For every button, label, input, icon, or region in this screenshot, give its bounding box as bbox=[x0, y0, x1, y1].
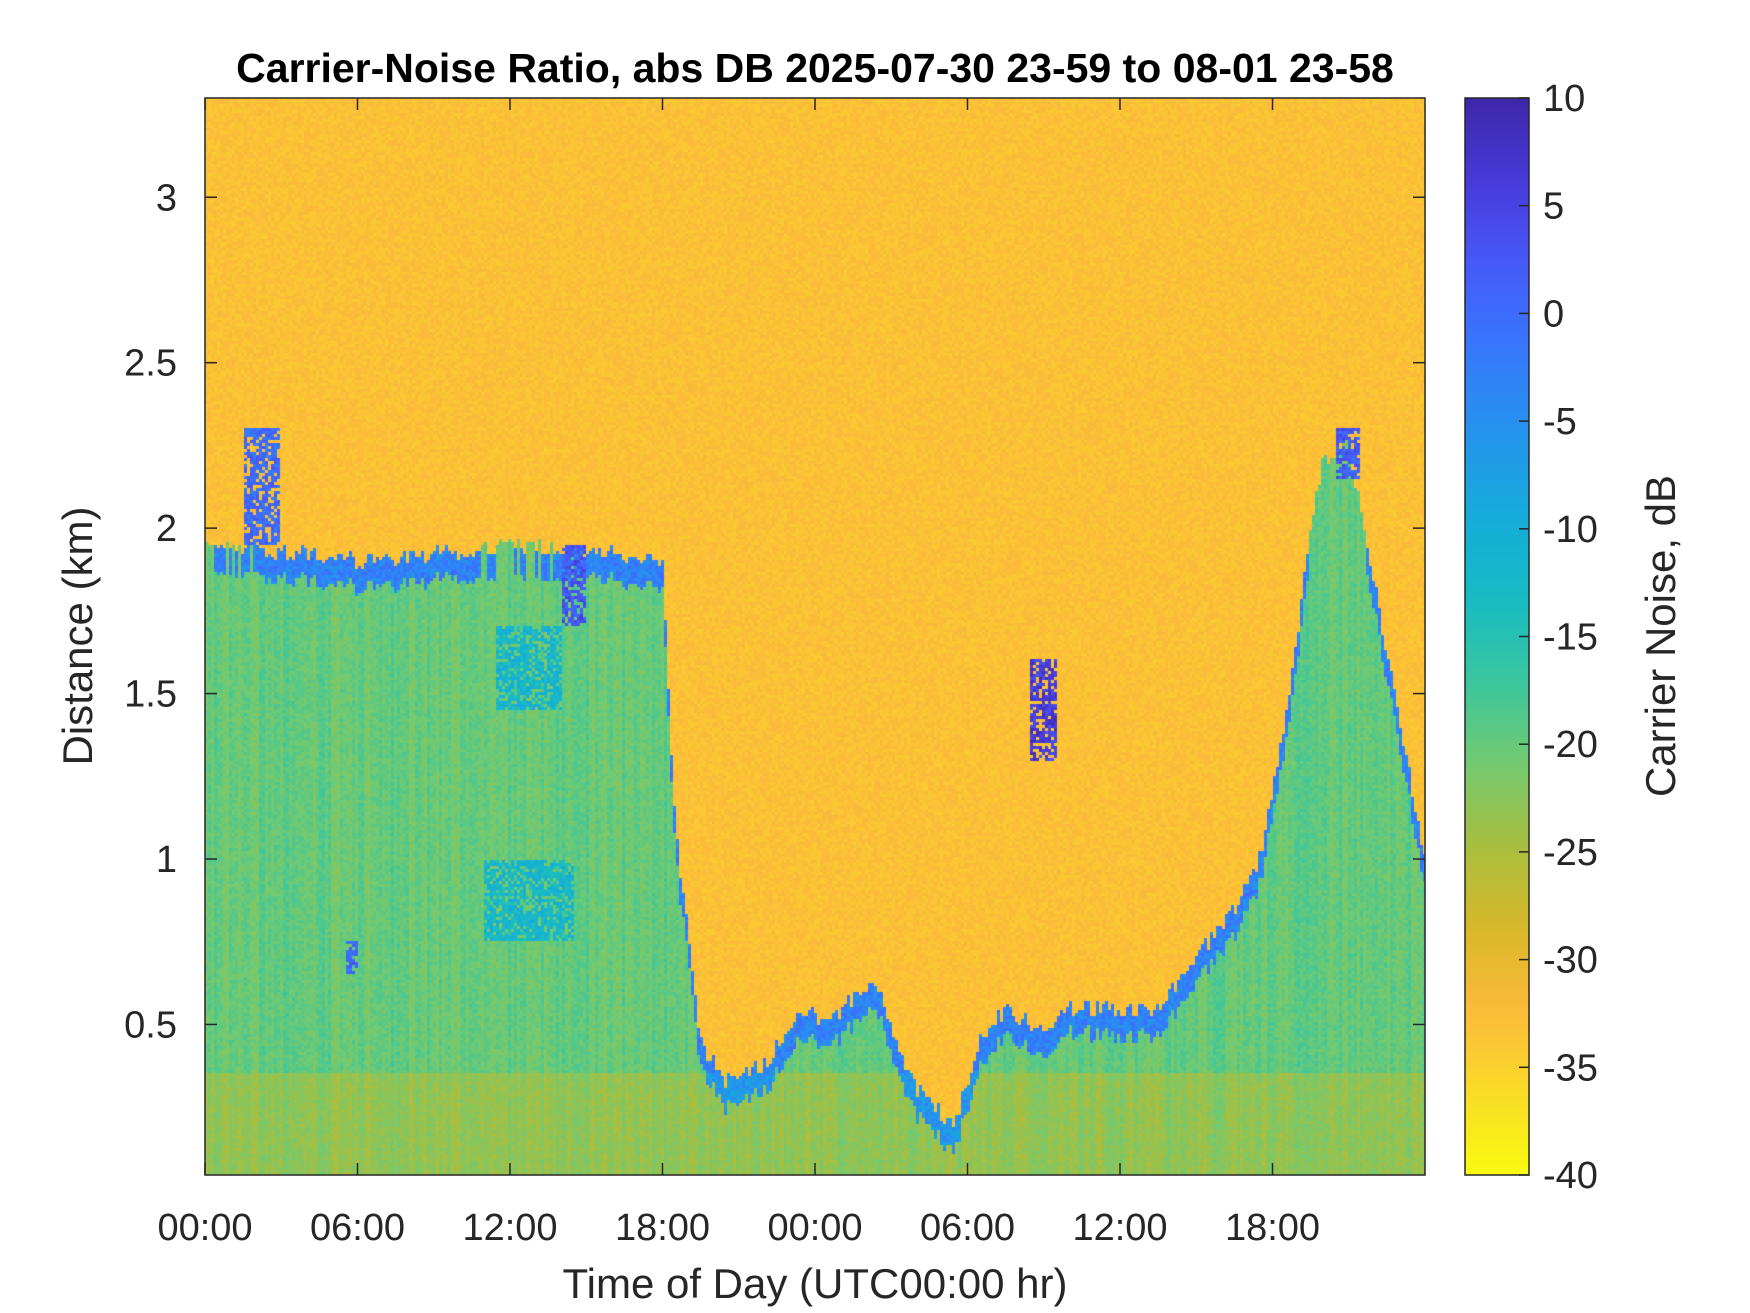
colorbar-tick-label: -40 bbox=[1543, 1155, 1598, 1197]
x-tick-label: 18:00 bbox=[615, 1207, 710, 1249]
colorbar-ticks: 10 5 0 -5 -10 -15 -20 -25 -30 -35 -40 bbox=[1519, 78, 1598, 1197]
x-axis: 00:00 06:00 12:00 18:00 00:00 06:00 12:00 18:00 bbox=[157, 98, 1320, 1249]
colorbar: 10 5 0 -5 -10 -15 -20 -25 -30 -35 -40 bbox=[1464, 78, 1598, 1197]
x-tick-label: 12:00 bbox=[1072, 1207, 1167, 1249]
y-tick-label: 3 bbox=[156, 177, 177, 219]
x-tick-label: 12:00 bbox=[462, 1207, 557, 1249]
x-tick-label: 06:00 bbox=[310, 1207, 405, 1249]
plot-area bbox=[204, 97, 1426, 1176]
colorbar-tick-label: -15 bbox=[1543, 617, 1598, 659]
y-axis-label: Distance (km) bbox=[54, 506, 101, 765]
colorbar-tick-label: 5 bbox=[1543, 186, 1564, 228]
colorbar-tick-label: -30 bbox=[1543, 940, 1598, 982]
x-tick-label: 06:00 bbox=[920, 1207, 1015, 1249]
y-tick-label: 1.5 bbox=[124, 674, 177, 716]
colorbar-tick-label: -10 bbox=[1543, 509, 1598, 551]
y-tick-label: 0.5 bbox=[124, 1004, 177, 1046]
colorbar-tick-label: -5 bbox=[1543, 401, 1577, 443]
colorbar-tick-label: 10 bbox=[1543, 78, 1585, 120]
chart-title: Carrier-Noise Ratio, abs DB 2025-07-30 2… bbox=[236, 45, 1394, 91]
colorbar-label: Carrier Noise, dB bbox=[1637, 475, 1684, 797]
y-axis: 0.5 1 1.5 2 2.5 3 bbox=[124, 177, 1425, 1046]
colorbar-tick-label: 0 bbox=[1543, 293, 1564, 335]
heatmap-image bbox=[205, 98, 1425, 1175]
y-tick-label: 2 bbox=[156, 508, 177, 550]
colorbar-ramp bbox=[1465, 98, 1529, 1175]
y-tick-label: 1 bbox=[156, 839, 177, 881]
x-tick-label: 00:00 bbox=[157, 1207, 252, 1249]
x-axis-label: Time of Day (UTC00:00 hr) bbox=[563, 1260, 1068, 1307]
colorbar-tick-label: -35 bbox=[1543, 1047, 1598, 1089]
y-tick-label: 2.5 bbox=[124, 343, 177, 385]
x-tick-label: 18:00 bbox=[1225, 1207, 1320, 1249]
colorbar-tick-label: -25 bbox=[1543, 832, 1598, 874]
colorbar-tick-label: -20 bbox=[1543, 724, 1598, 766]
x-tick-label: 00:00 bbox=[767, 1207, 862, 1249]
